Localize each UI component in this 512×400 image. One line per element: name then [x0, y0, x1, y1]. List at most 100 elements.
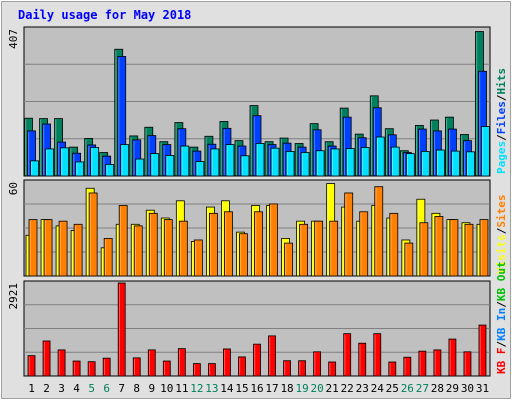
legend-item-kb-f: KB F: [495, 348, 508, 375]
bar-kb-f-day-7: [117, 282, 126, 377]
bar-pages-day-3: [60, 147, 69, 177]
chart-panels: 407Pages/Files/Hits60Visits/Sites2921KB …: [7, 26, 508, 377]
bar-pages-day-8: [135, 158, 145, 177]
series-kb-f: [27, 282, 487, 377]
bar-pages-day-31: [481, 126, 490, 177]
x-tick-label-day-2: 2: [43, 382, 50, 395]
bar-sites-day-9: [148, 212, 158, 277]
series-sites: [28, 186, 489, 277]
legend-usage: Pages/Files/Hits: [495, 68, 508, 174]
bar-kb-f-day-30: [463, 351, 472, 377]
bar-sites-day-15: [239, 233, 248, 277]
x-tick-label-day-9: 9: [148, 382, 155, 395]
bar-kb-f-day-1: [27, 355, 36, 377]
bar-pages-day-20: [315, 150, 325, 177]
bar-kb-f-day-2: [42, 340, 51, 377]
bar-pages-day-18: [285, 151, 295, 177]
bar-sites-day-16: [254, 211, 263, 277]
legend-item-visits: Visits: [495, 234, 508, 274]
bar-kb-f-day-18: [283, 360, 291, 377]
legend-separator: /: [495, 134, 508, 141]
bar-kb-f-day-13: [208, 363, 216, 377]
bar-pages-day-29: [451, 150, 460, 177]
bar-kb-f-day-20: [313, 351, 322, 377]
bar-pages-day-14: [225, 144, 235, 177]
x-tick-label-day-13: 13: [205, 382, 218, 395]
x-tick-label-day-17: 17: [265, 382, 278, 395]
x-tick-label-day-12: 12: [190, 382, 203, 395]
bar-kb-f-day-19: [298, 360, 306, 377]
legend-kbytes: KB F/KB In/KB Out: [495, 261, 508, 374]
x-tick-label-day-14: 14: [220, 382, 234, 395]
bar-kb-f-day-25: [388, 361, 397, 377]
legend-visits_sites: Visits/Sites: [495, 195, 508, 275]
x-tick-label-day-1: 1: [28, 382, 35, 395]
x-tick-label-day-21: 21: [326, 382, 339, 395]
bar-pages-day-24: [375, 136, 385, 177]
x-tick-label-day-25: 25: [386, 382, 399, 395]
x-tick-label-day-16: 16: [250, 382, 263, 395]
bar-kb-f-day-17: [268, 335, 276, 377]
bar-kb-f-day-3: [57, 349, 66, 377]
bar-kb-f-day-26: [403, 356, 412, 377]
legend-item-sites: Sites: [495, 195, 508, 228]
bar-pages-day-9: [150, 153, 160, 177]
bar-sites-day-18: [284, 242, 293, 277]
bar-sites-day-24: [374, 186, 384, 277]
bar-sites-day-27: [419, 222, 429, 277]
x-tick-label-day-18: 18: [280, 382, 293, 395]
bar-kb-f-day-23: [358, 342, 367, 377]
bar-pages-day-30: [466, 151, 475, 177]
bar-kb-f-day-10: [162, 360, 171, 377]
bar-pages-day-13: [210, 148, 220, 177]
bar-sites-day-31: [479, 219, 489, 277]
bar-pages-day-16: [255, 143, 265, 177]
bar-sites-day-5: [88, 192, 98, 277]
x-tick-label-day-15: 15: [235, 382, 248, 395]
bar-kb-f-day-6: [102, 357, 111, 377]
x-tick-label-day-24: 24: [371, 382, 385, 395]
bar-sites-day-17: [269, 203, 278, 277]
legend-item-files: Files: [495, 101, 508, 134]
bar-sites-day-22: [344, 192, 354, 277]
bar-pages-day-22: [345, 148, 355, 177]
x-tick-label-day-19: 19: [295, 382, 308, 395]
bar-sites-day-10: [163, 219, 173, 277]
bar-kb-f-day-12: [192, 363, 201, 377]
x-tick-label-day-30: 30: [461, 382, 474, 395]
bar-sites-day-19: [299, 223, 308, 277]
bar-pages-day-5: [90, 147, 100, 177]
bar-pages-day-26: [405, 153, 415, 177]
bar-kb-f-day-9: [147, 349, 156, 377]
x-tick-label-day-3: 3: [58, 382, 65, 395]
y-max-label-usage: 407: [7, 29, 20, 49]
bar-pages-day-12: [195, 161, 205, 177]
x-tick-label-day-4: 4: [73, 382, 80, 395]
legend-separator: /: [495, 301, 508, 308]
x-tick-label-day-7: 7: [118, 382, 125, 395]
bar-sites-day-3: [58, 220, 68, 277]
bar-kb-f-day-15: [238, 356, 246, 377]
x-tick-label-day-26: 26: [401, 382, 414, 395]
x-tick-label-day-20: 20: [311, 382, 324, 395]
bar-kb-f-day-31: [478, 324, 487, 377]
bar-kb-f-day-24: [373, 333, 382, 377]
bar-pages-day-2: [45, 148, 54, 177]
x-tick-label-day-29: 29: [446, 382, 459, 395]
bar-pages-day-11: [180, 145, 190, 177]
bar-sites-day-7: [118, 205, 128, 277]
bar-pages-day-1: [30, 160, 39, 177]
bar-kb-f-day-11: [177, 348, 186, 377]
x-tick-label-day-22: 22: [341, 382, 354, 395]
bar-sites-day-12: [193, 239, 203, 277]
x-tick-label-day-27: 27: [416, 382, 429, 395]
series-pages: [30, 126, 490, 177]
bar-sites-day-8: [133, 225, 143, 277]
bar-kb-f-day-21: [328, 361, 337, 377]
bar-kb-f-day-27: [418, 350, 427, 377]
bar-pages-day-7: [120, 144, 130, 177]
bar-sites-day-20: [314, 220, 324, 277]
